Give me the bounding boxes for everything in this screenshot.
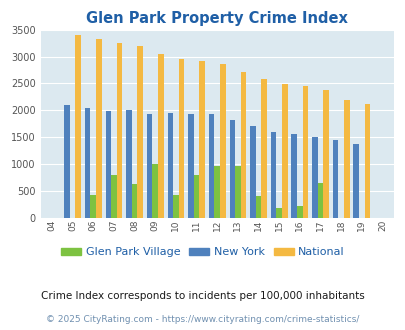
Bar: [322, 90, 328, 218]
Bar: [90, 195, 96, 218]
Legend: Glen Park Village, New York, National: Glen Park Village, New York, National: [57, 243, 348, 262]
Bar: [317, 183, 322, 218]
Bar: [132, 184, 137, 218]
Bar: [220, 64, 225, 218]
Bar: [343, 100, 349, 218]
Bar: [270, 132, 276, 218]
Bar: [173, 195, 178, 218]
Bar: [75, 35, 81, 218]
Bar: [296, 206, 302, 218]
Bar: [332, 140, 337, 218]
Bar: [281, 84, 287, 218]
Bar: [96, 39, 101, 218]
Bar: [249, 126, 255, 218]
Text: Crime Index corresponds to incidents per 100,000 inhabitants: Crime Index corresponds to incidents per…: [41, 291, 364, 301]
Bar: [137, 46, 143, 218]
Bar: [64, 106, 70, 218]
Bar: [178, 59, 184, 218]
Bar: [116, 43, 122, 218]
Bar: [364, 104, 369, 218]
Bar: [302, 85, 307, 218]
Bar: [208, 114, 214, 218]
Bar: [147, 114, 152, 218]
Bar: [261, 79, 266, 218]
Title: Glen Park Property Crime Index: Glen Park Property Crime Index: [86, 11, 347, 26]
Bar: [276, 208, 281, 218]
Bar: [291, 134, 296, 218]
Bar: [167, 113, 173, 218]
Bar: [85, 108, 90, 218]
Bar: [234, 166, 240, 218]
Bar: [240, 72, 245, 218]
Bar: [199, 61, 205, 218]
Bar: [105, 111, 111, 218]
Bar: [111, 175, 116, 218]
Bar: [255, 196, 261, 218]
Bar: [152, 164, 158, 218]
Bar: [311, 137, 317, 218]
Bar: [126, 110, 132, 218]
Bar: [353, 144, 358, 218]
Bar: [158, 54, 163, 218]
Bar: [193, 175, 199, 218]
Bar: [229, 120, 234, 218]
Bar: [188, 114, 193, 218]
Text: © 2025 CityRating.com - https://www.cityrating.com/crime-statistics/: © 2025 CityRating.com - https://www.city…: [46, 315, 359, 324]
Bar: [214, 166, 220, 218]
